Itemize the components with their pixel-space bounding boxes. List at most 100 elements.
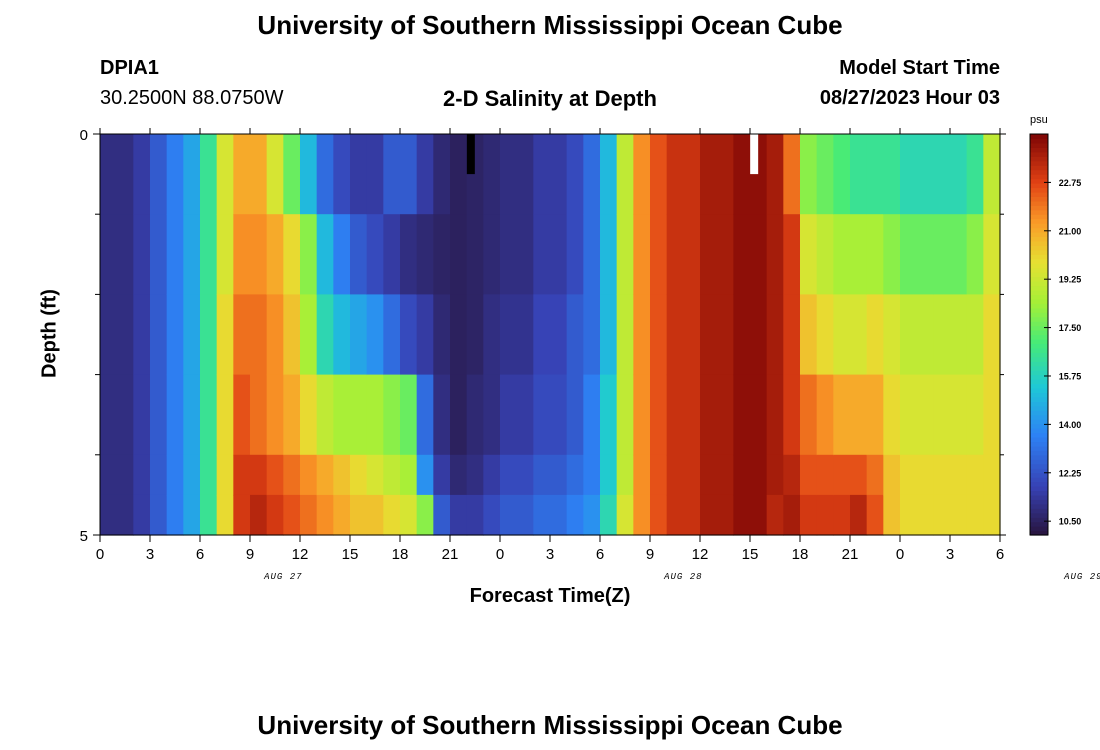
colorbar-segment	[1030, 419, 1048, 425]
colorbar-segment	[1030, 187, 1048, 193]
heatmap-cell	[283, 454, 301, 496]
heatmap-cell	[100, 294, 134, 376]
heatmap-cell	[266, 494, 284, 536]
heatmap-cell	[900, 454, 934, 496]
heatmap-cell	[733, 454, 768, 496]
heatmap-cell	[650, 374, 668, 456]
heatmap-cell	[900, 494, 934, 536]
heatmap-cell	[816, 294, 834, 376]
colorbar-segment	[1030, 316, 1048, 322]
heatmap-cell	[933, 494, 968, 536]
colorbar-segment	[1030, 298, 1048, 304]
heatmap-cell	[216, 134, 234, 215]
colorbar-segment	[1030, 321, 1048, 327]
colorbar-segment	[1030, 165, 1048, 171]
x-tick-label: 0	[896, 546, 904, 563]
x-tick-label: 0	[496, 546, 504, 563]
colorbar-unit: psu	[1030, 114, 1048, 126]
heatmap-cell	[966, 134, 984, 215]
heatmap-cell	[383, 494, 401, 536]
heatmap-cell	[783, 294, 801, 376]
heatmap-cell	[333, 494, 351, 536]
heatmap-cell	[850, 214, 868, 295]
heatmap-cell	[800, 214, 818, 295]
heatmap-cell	[383, 374, 401, 456]
heatmap-cell	[633, 134, 651, 215]
colorbar-segment	[1030, 379, 1048, 385]
heatmap-cell	[650, 454, 668, 496]
heatmap-cell	[900, 214, 934, 295]
heatmap-cell	[600, 494, 618, 536]
heatmap-cell	[566, 494, 584, 536]
heatmap-cell	[483, 134, 501, 215]
colorbar-segment	[1030, 410, 1048, 416]
heatmap-cell	[933, 294, 968, 376]
colorbar-segment	[1030, 387, 1048, 394]
colorbar-segment	[1030, 428, 1048, 434]
heatmap-cell	[300, 494, 318, 536]
heatmap-cell	[150, 374, 168, 456]
colorbar-segment	[1030, 503, 1048, 509]
heatmap-cell	[433, 214, 451, 295]
colorbar-segment	[1030, 276, 1048, 282]
heatmap-cell	[216, 494, 234, 536]
heatmap-cell	[783, 494, 801, 536]
heatmap-cell	[833, 494, 851, 536]
heatmap-cell	[300, 134, 318, 215]
colorbar-segment	[1030, 240, 1048, 246]
colorbar-segment	[1030, 236, 1048, 242]
heatmap-cell	[483, 294, 501, 376]
colorbar-segment	[1030, 485, 1048, 492]
heatmap-cell	[583, 494, 601, 536]
colorbar-segment	[1030, 370, 1048, 376]
heatmap-cell	[250, 214, 268, 295]
heatmap-cell	[583, 214, 601, 295]
heatmap-cell	[266, 374, 284, 456]
heatmap-cell	[700, 454, 734, 496]
heatmap-cell	[566, 214, 584, 295]
page-title-top: University of Southern Mississippi Ocean…	[257, 10, 843, 40]
heatmap-cell	[883, 134, 901, 215]
colorbar-segment	[1030, 151, 1048, 157]
colorbar-segment	[1030, 423, 1048, 429]
heatmap-cell	[650, 494, 668, 536]
heatmap-cell	[150, 454, 168, 496]
heatmap-cell	[666, 134, 701, 215]
heatmap-cell	[766, 494, 784, 536]
heatmap-cell	[966, 374, 984, 456]
colorbar-segment	[1030, 356, 1048, 362]
heatmap-cell	[616, 214, 634, 295]
heatmap-cell	[850, 374, 868, 456]
heatmap-cell	[166, 214, 184, 295]
heatmap-cell	[800, 494, 818, 536]
heatmap-cell	[616, 134, 634, 215]
heatmap-cell	[150, 134, 168, 215]
colorbar-segment	[1030, 361, 1048, 367]
heatmap-cell	[350, 214, 368, 295]
heatmap-cell	[450, 374, 468, 456]
heatmap-cell	[366, 494, 384, 536]
heatmap-cell	[600, 294, 618, 376]
x-tick-label: 6	[596, 546, 604, 563]
heatmap-cell	[133, 374, 151, 456]
colorbar-segment	[1030, 468, 1048, 474]
heatmap-cell	[166, 374, 184, 456]
heatmap-cell	[883, 454, 901, 496]
heatmap-cell	[666, 214, 701, 295]
colorbar-segment	[1030, 436, 1048, 443]
heatmap-cell	[600, 454, 618, 496]
heatmap-cell	[733, 374, 768, 456]
heatmap-cell	[483, 374, 501, 456]
colorbar-segment	[1030, 343, 1048, 349]
heatmap-cell	[866, 214, 884, 295]
heatmap-cell	[766, 134, 784, 215]
colorbar-tick-label: 22.75	[1059, 178, 1082, 188]
colorbar-segment	[1030, 330, 1048, 336]
heatmap-cell	[883, 214, 901, 295]
heatmap-cell	[333, 294, 351, 376]
heatmap-cell	[500, 494, 534, 536]
heatmap-cell	[450, 134, 468, 215]
heatmap-cell	[166, 454, 184, 496]
heatmap-cell	[433, 294, 451, 376]
heatmap-cell	[783, 214, 801, 295]
